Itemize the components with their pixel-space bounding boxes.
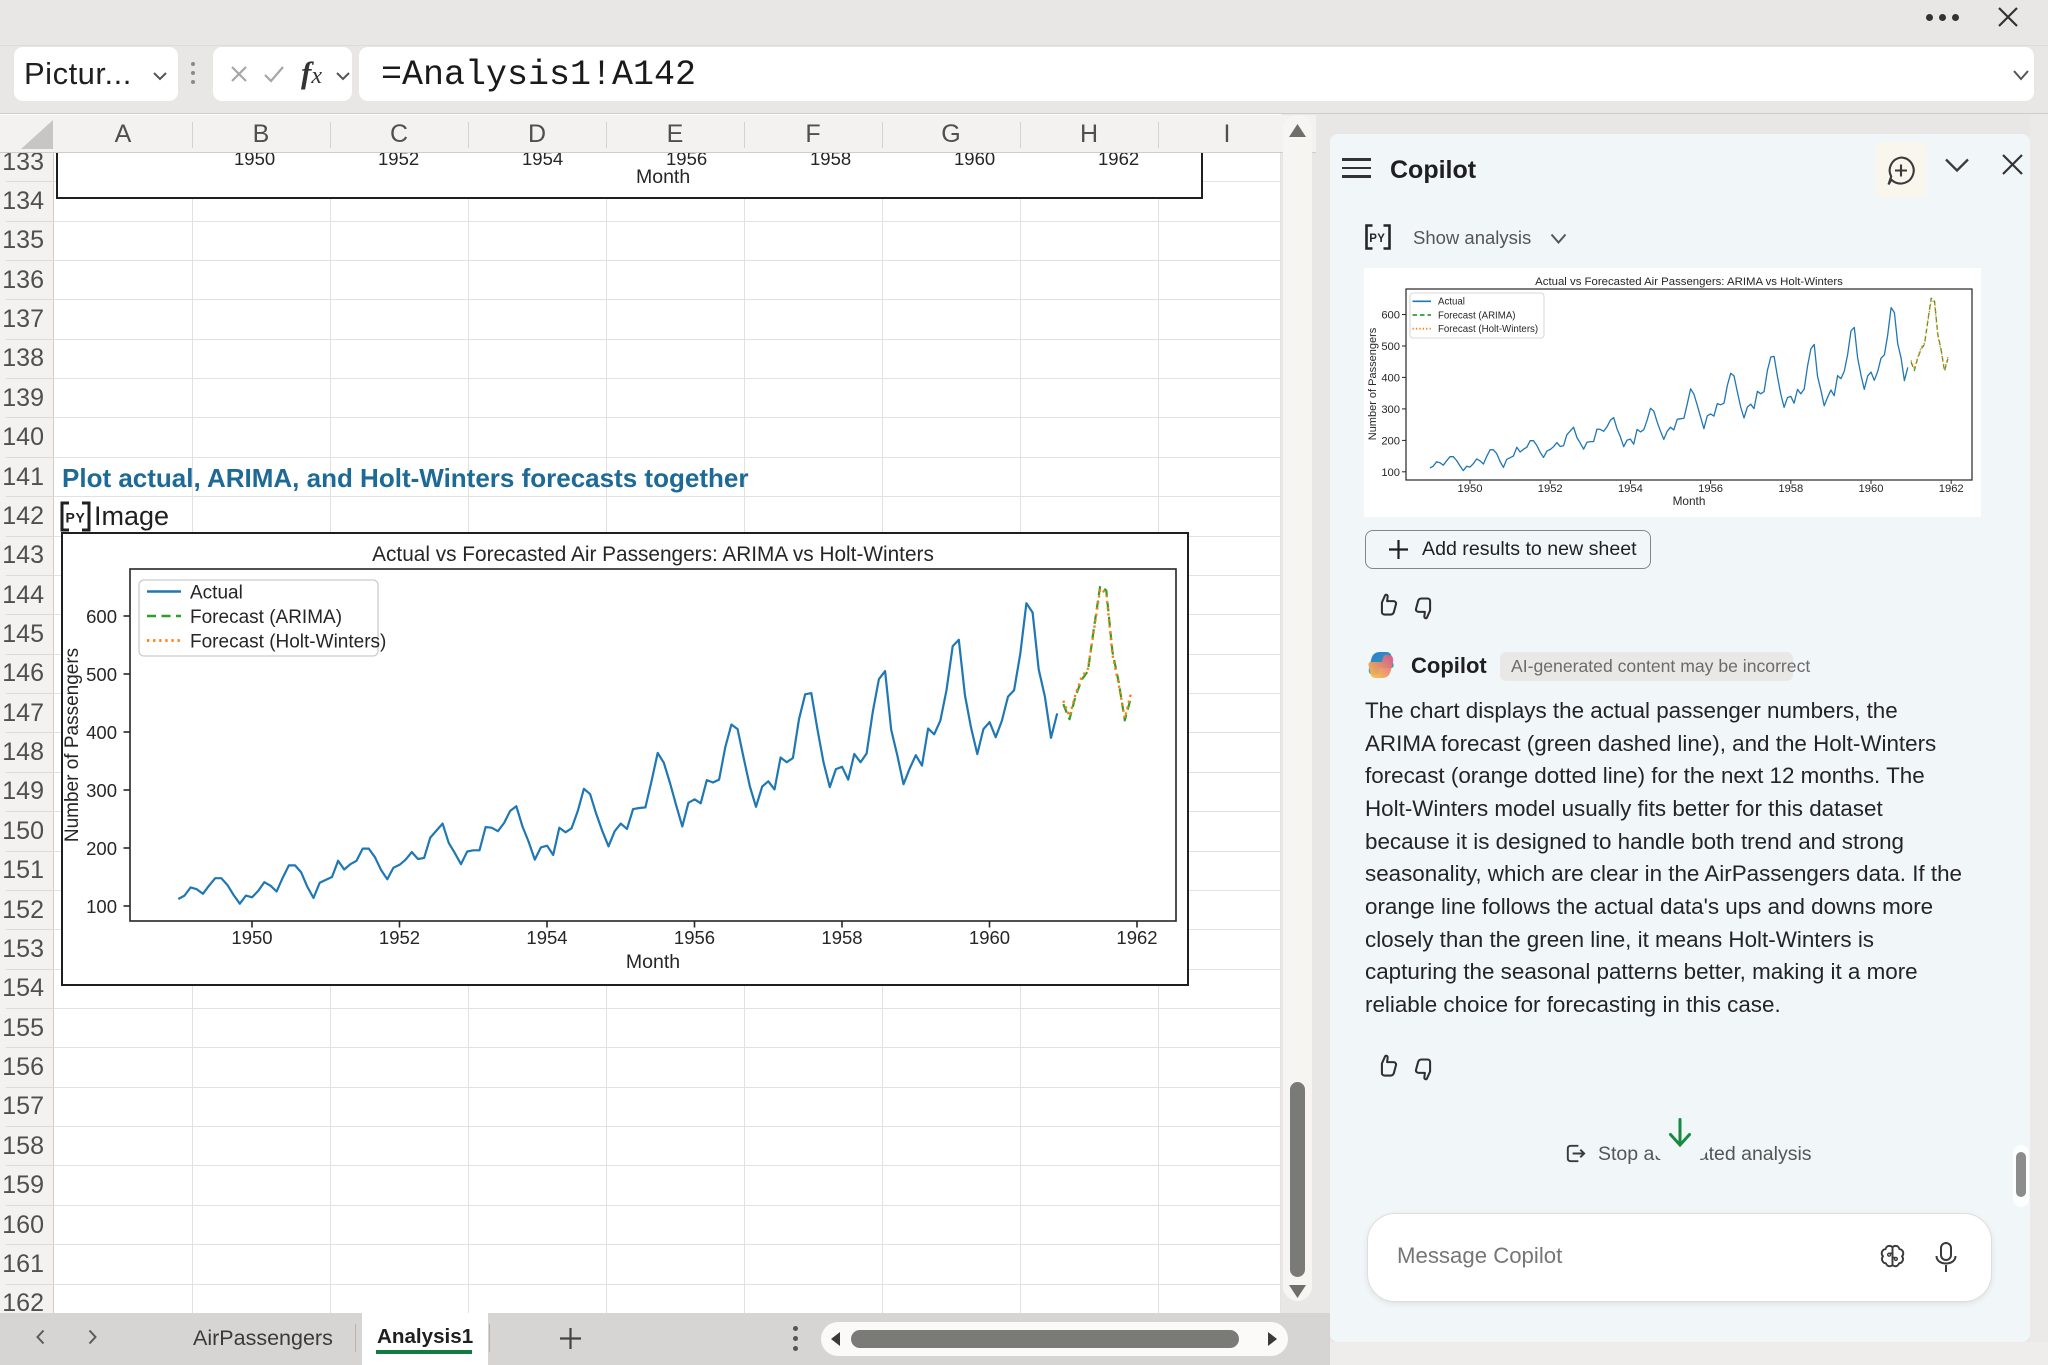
svg-text:1956: 1956	[1698, 483, 1723, 495]
svg-text:1958: 1958	[821, 927, 862, 948]
svg-text:Actual: Actual	[1438, 297, 1465, 308]
svg-text:500: 500	[1381, 341, 1400, 353]
svg-text:200: 200	[1381, 436, 1400, 448]
svg-text:Actual vs Forecasted Air Passe: Actual vs Forecasted Air Passengers: ARI…	[1535, 276, 1843, 288]
svg-text:600: 600	[1381, 310, 1400, 322]
svg-text:300: 300	[1381, 404, 1400, 416]
svg-text:1954: 1954	[526, 927, 567, 948]
svg-text:1952: 1952	[379, 927, 420, 948]
svg-text:Actual: Actual	[190, 583, 243, 604]
svg-text:100: 100	[1381, 467, 1400, 479]
svg-text:400: 400	[1381, 373, 1400, 385]
svg-text:Forecast (Holt-Winters): Forecast (Holt-Winters)	[1438, 324, 1538, 335]
svg-text:Number of Passengers: Number of Passengers	[1367, 327, 1379, 440]
svg-text:1958: 1958	[1778, 483, 1803, 495]
svg-text:Forecast (ARIMA): Forecast (ARIMA)	[190, 607, 342, 628]
svg-text:1950: 1950	[231, 927, 272, 948]
svg-text:1950: 1950	[1458, 483, 1483, 495]
svg-text:400: 400	[86, 722, 117, 743]
svg-text:100: 100	[86, 896, 117, 917]
svg-text:600: 600	[86, 606, 117, 627]
svg-text:1952: 1952	[1538, 483, 1563, 495]
svg-text:200: 200	[86, 838, 117, 859]
svg-text:1960: 1960	[1859, 483, 1884, 495]
svg-text:Y: Y	[76, 510, 86, 526]
svg-text:300: 300	[86, 780, 117, 801]
svg-text:1956: 1956	[674, 927, 715, 948]
svg-text:Actual vs Forecasted Air Passe: Actual vs Forecasted Air Passengers: ARI…	[372, 543, 934, 566]
svg-text:Month: Month	[1673, 494, 1706, 508]
svg-text:Month: Month	[626, 951, 680, 973]
svg-text:1954: 1954	[1618, 483, 1643, 495]
svg-text:Y: Y	[1377, 233, 1385, 245]
svg-text:500: 500	[86, 664, 117, 685]
svg-text:Forecast (ARIMA): Forecast (ARIMA)	[1438, 310, 1516, 321]
svg-text:Number of Passengers: Number of Passengers	[62, 648, 83, 842]
svg-text:P: P	[1369, 233, 1377, 245]
svg-text:1962: 1962	[1116, 927, 1157, 948]
svg-text:Forecast (Holt-Winters): Forecast (Holt-Winters)	[190, 632, 386, 653]
svg-text:1962: 1962	[1939, 483, 1964, 495]
svg-text:P: P	[66, 510, 75, 526]
svg-text:1960: 1960	[969, 927, 1010, 948]
